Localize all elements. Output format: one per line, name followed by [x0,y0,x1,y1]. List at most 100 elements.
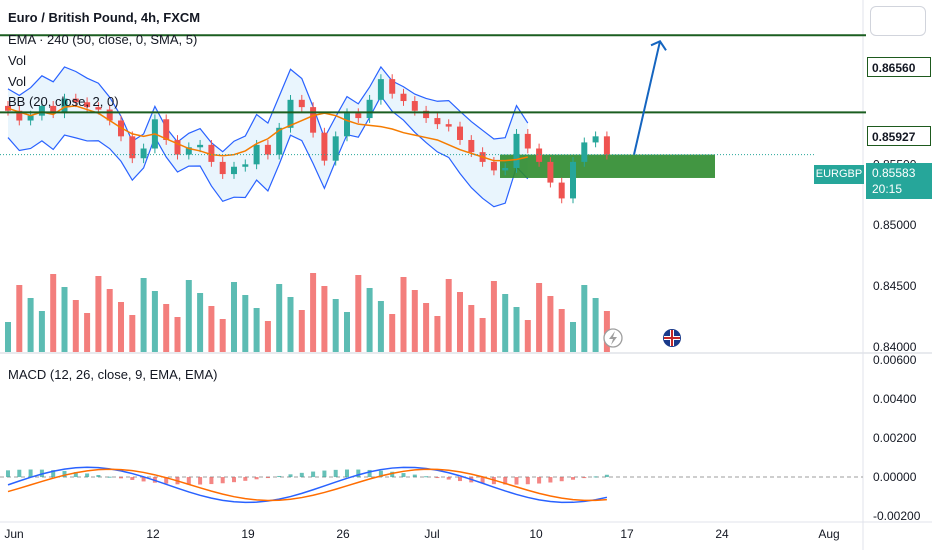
candle-body [310,107,317,133]
macd-histogram-bar [6,470,10,478]
indicator-ema-label: EMA · 240 (50, close, 0, SMA, 5) [8,32,198,47]
macd-histogram-bar [85,473,90,478]
bollinger-lower [7,95,529,208]
volume-bar [50,274,57,352]
volume-bar [84,313,91,352]
macd-histogram-bar [503,477,508,485]
candle-body [321,132,328,161]
macd-histogram-bar [186,477,191,485]
candle-body [276,127,283,155]
volume-bar [457,292,463,352]
macd-histogram-bar [537,477,542,484]
volume-bar [310,273,317,352]
candle-body [298,99,305,108]
macd-histogram-bar [164,477,169,484]
candle-body [603,136,610,155]
bollinger-fill [8,66,528,207]
volume-bar [355,275,362,352]
macd-tick-label: -0.00200 [873,509,921,523]
projection-arrow [633,41,661,155]
candle-body [490,161,497,171]
time-tick-label: 10 [529,527,543,541]
macd-histogram-bar [345,469,349,478]
macd-histogram-bar [548,477,553,483]
macd-histogram-bar [390,471,395,478]
candle-body [208,144,215,162]
macd-histogram-bar [446,477,451,480]
candle-body [264,144,271,155]
volume-bar [592,298,599,352]
volume-bar [185,280,192,352]
volume-bar [445,279,452,352]
candle-body [332,136,339,161]
price-tick-label: 0.85000 [873,218,917,232]
chart-title: Euro / British Pound, 4h, FXCM [8,9,200,27]
volume-bar [434,316,441,352]
macd-histogram-bar [288,474,293,478]
time-tick-label: 19 [241,527,255,541]
macd-histogram-bar [514,477,519,485]
candle-body [581,142,588,162]
macd-histogram-bar [17,469,22,478]
volume-bar [95,276,102,352]
volume-bar [377,301,384,352]
macd-histogram-bar [559,477,564,482]
volume-bar [536,283,543,352]
volume-bar [423,303,430,352]
time-tick-label: Jul [424,527,439,541]
volume-bar [163,304,170,352]
volume-bar [61,287,68,352]
macd-histogram-bar [333,469,338,478]
volume-bar [581,285,588,352]
macd-histogram-bar [265,477,270,479]
volume-bar [231,282,237,352]
macd-tick-label: 0.00600 [873,353,917,367]
symbol-title: Euro / British Pound, 4h, FXCM [8,10,201,25]
macd-histogram-bar [412,474,417,478]
macd-histogram-bar [435,477,440,479]
candle-body [219,161,226,175]
volume-bar [118,302,124,352]
top-right-button[interactable] [870,6,926,36]
last-price-value: 0.85583 [872,166,916,180]
candle-body [197,144,204,148]
macd-histogram-bar [356,469,361,478]
macd-histogram-bar [107,476,112,478]
time-tick-label: Aug [818,527,839,541]
volume-bar [219,319,226,352]
candle-body [400,93,407,102]
candle-body [129,136,136,159]
uk-flag-icon [663,329,681,347]
volume-bar [389,314,396,352]
volume-bar [558,309,565,352]
volume-bar [129,315,136,352]
candle-body [536,148,543,162]
volume-bar [264,321,271,352]
volume-bar [490,281,497,352]
last-price-label: 0.85583 20:15 [866,163,932,199]
macd-histogram-bar [299,472,304,478]
volume-bar [332,299,339,352]
volume-bar [468,305,475,352]
volume-bar [344,312,350,352]
candle-body [27,115,34,121]
macd-histogram-bar [141,477,146,482]
volume-bar [5,322,11,352]
macd-histogram-bar [243,477,248,481]
macd-histogram-bar [604,474,609,478]
macd-tick-label: 0.00200 [873,431,917,445]
volume-bar [208,306,215,352]
volume-bar [287,297,294,352]
macd-label: MACD (12, 26, close, 9, EMA, EMA) [8,367,218,382]
indicator-vol-label: Vol [8,53,27,68]
candle-body [174,139,181,155]
candle-body [253,144,260,165]
volume-bar [513,307,520,352]
macd-histogram-bar [130,477,135,480]
volume-bar [366,288,373,352]
macd-histogram-bar [119,477,123,479]
candle-body [558,182,565,199]
macd-histogram-bar [62,470,67,478]
